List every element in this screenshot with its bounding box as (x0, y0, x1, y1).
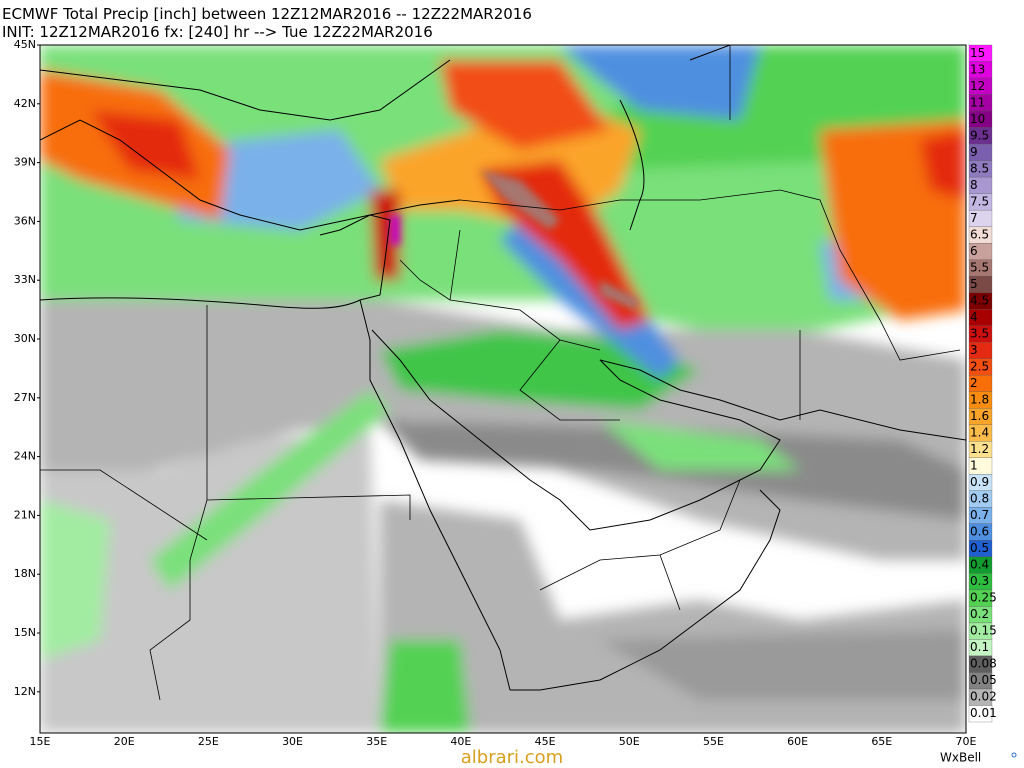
legend-label: 12 (970, 79, 985, 93)
lat-label: 27N (14, 391, 36, 404)
legend-label: 8 (970, 178, 978, 192)
legend-label: 5 (970, 277, 978, 291)
legend-label: 0.08 (970, 657, 997, 671)
legend-label: 1 (970, 459, 978, 473)
lat-label: 21N (14, 508, 36, 521)
watermark: albrari.com (461, 747, 563, 768)
legend-label: 2.5 (970, 359, 989, 373)
legend-swatch (968, 705, 993, 723)
legend-label: 0.6 (970, 525, 989, 539)
legend-label: 3 (970, 343, 978, 357)
legend-label: 7.5 (970, 194, 989, 208)
legend-label: 0.2 (970, 607, 989, 621)
lat-label: 12N (14, 685, 36, 698)
legend-label: 0.3 (970, 574, 989, 588)
legend-label: 4.5 (970, 293, 989, 307)
legend-label: 0.7 (970, 508, 989, 522)
legend-label: 13 (970, 62, 985, 76)
lon-label: 65E (871, 735, 892, 748)
legend-label: 10 (970, 112, 985, 126)
lat-label: 39N (14, 156, 36, 169)
legend-label: 0.9 (970, 475, 989, 489)
latitude-labels: 45N 42N 39N 36N 33N 30N 27N 24N 21N 18N 15N 12N (14, 38, 40, 698)
lon-label: 70E (956, 735, 977, 748)
lat-label: 30N (14, 332, 36, 345)
lon-label: 40E (450, 735, 471, 748)
legend-label: 0.01 (970, 706, 997, 720)
lon-label: 60E (787, 735, 808, 748)
legend-label: 9.5 (970, 128, 989, 142)
lat-label: 15N (14, 626, 36, 639)
legend-label: 3.5 (970, 326, 989, 340)
lon-label: 50E (619, 735, 640, 748)
legend-label: 8.5 (970, 161, 989, 175)
legend-label: 0.15 (970, 624, 997, 638)
legend-label: 0.4 (970, 558, 989, 572)
lon-label: 55E (703, 735, 724, 748)
brand-mark (1011, 752, 1017, 758)
color-legend: 15131211109.598.587.576.565.554.543.532.… (968, 44, 997, 723)
lon-label: 30E (282, 735, 303, 748)
legend-label: 11 (970, 95, 985, 109)
lat-label: 45N (14, 38, 36, 51)
lat-label: 42N (14, 97, 36, 110)
brand: WxBell (940, 751, 981, 765)
legend-label: 1.4 (970, 426, 989, 440)
lat-label: 24N (14, 450, 36, 463)
legend-label: 0.02 (970, 690, 997, 704)
legend-label: 6 (970, 244, 978, 258)
lon-label: 25E (198, 735, 219, 748)
lat-label: 36N (14, 214, 36, 227)
legend-label: 0.05 (970, 673, 997, 687)
legend-label: 0.5 (970, 541, 989, 555)
legend-label: 0.25 (970, 591, 997, 605)
legend-label: 6.5 (970, 227, 989, 241)
legend-label: 5.5 (970, 260, 989, 274)
legend-label: 2 (970, 376, 978, 390)
legend-label: 7 (970, 211, 978, 225)
map-title: ECMWF Total Precip [inch] between 12Z12M… (2, 5, 532, 23)
legend-label: 9 (970, 145, 978, 159)
precip-field (40, 45, 966, 733)
lat-label: 18N (14, 567, 36, 580)
legend-label: 15 (970, 46, 985, 60)
map-frame (39, 44, 967, 734)
legend-label: 1.2 (970, 442, 989, 456)
lon-label: 35E (366, 735, 387, 748)
legend-label: 1.8 (970, 393, 989, 407)
lon-label: 20E (114, 735, 135, 748)
map-subtitle: INIT: 12Z12MAR2016 fx: [240] hr --> Tue … (2, 23, 433, 41)
longitude-labels: 15E 20E 25E 30E 35E 40E 45E 50E 55E 60E 65E 70E (30, 735, 977, 748)
lon-label: 45E (535, 735, 556, 748)
legend-label: 0.1 (970, 640, 989, 654)
lat-label: 33N (14, 273, 36, 286)
legend-label: 1.6 (970, 409, 989, 423)
legend-label: 0.8 (970, 492, 989, 506)
lon-label: 15E (30, 735, 51, 748)
legend-label: 4 (970, 310, 978, 324)
